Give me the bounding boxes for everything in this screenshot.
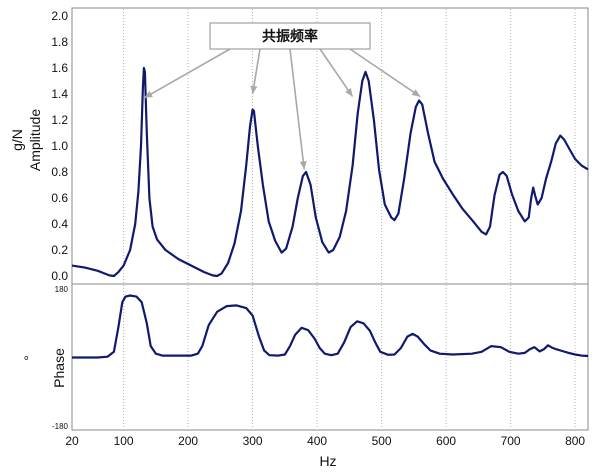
- amplitude-unit-label: g/N: [9, 129, 25, 151]
- amplitude-y-tick-label: 1.2: [51, 113, 68, 127]
- phase-axis-title: Phase: [51, 348, 67, 388]
- x-tick-label: 20: [65, 434, 79, 448]
- amplitude-plot-frame: [71, 7, 589, 285]
- amplitude-y-tick-label: 1.6: [51, 61, 68, 75]
- callout-arrow-line: [289, 48, 305, 170]
- phase-y-tick-label: 180: [55, 285, 69, 294]
- callout-arrowhead: [250, 85, 258, 94]
- phase-y-ticks: 180 -180: [52, 285, 69, 431]
- amplitude-y-tick-label: 1.8: [51, 35, 68, 49]
- amplitude-y-tick-label: 0.4: [51, 217, 68, 231]
- amplitude-y-tick-label: 0.6: [51, 191, 68, 205]
- x-tick-label: 800: [565, 434, 585, 448]
- amplitude-y-tick-label: 0.2: [51, 243, 68, 257]
- resonance-callout: 共振频率: [143, 22, 421, 170]
- amplitude-y-tick-label: 1.0: [51, 139, 68, 153]
- x-tick-label: 700: [501, 434, 521, 448]
- x-tick-label: 100: [114, 434, 134, 448]
- amplitude-y-tick-label: 2.0: [51, 9, 68, 23]
- amplitude-series: [71, 66, 589, 278]
- amplitude-gridlines: [123, 9, 576, 283]
- amplitude-chart: 0.0 0.2 0.4 0.6 0.8 1.0 1.2 1.4 1.6 1.8 2.0 g/N Am…: [9, 7, 589, 285]
- amplitude-axis-title: Amplitude: [27, 109, 43, 171]
- phase-y-tick-label: -180: [52, 422, 69, 431]
- callout-arrow-line: [319, 48, 354, 98]
- amplitude-y-tick-label: 0.8: [51, 165, 68, 179]
- x-tick-label: 500: [372, 434, 392, 448]
- callout-arrowhead: [144, 90, 153, 98]
- phase-plot-frame: [71, 283, 589, 431]
- callout-arrows: [143, 48, 421, 170]
- callout-arrowhead: [411, 89, 421, 97]
- phase-chart: 180 -180 ° Phase: [21, 283, 589, 431]
- x-axis-title: Hz: [319, 453, 336, 469]
- callout-arrow-line: [349, 48, 421, 98]
- callout-arrow-line: [143, 48, 231, 99]
- callout-arrowhead: [345, 88, 353, 97]
- amplitude-y-ticks: 0.0 0.2 0.4 0.6 0.8 1.0 1.2 1.4 1.6 1.8 2.0: [51, 9, 68, 283]
- callout-box: [209, 22, 371, 50]
- callout-arrowhead: [299, 161, 307, 170]
- phase-curve: [72, 294, 589, 359]
- amplitude-y-tick-label: 1.4: [51, 87, 68, 101]
- phase-unit-label: °: [21, 355, 37, 361]
- phase-gridlines: [123, 285, 576, 429]
- x-tick-label: 300: [243, 434, 263, 448]
- x-tick-label: 200: [178, 434, 198, 448]
- amplitude-curve: [71, 66, 589, 278]
- amplitude-y-tick-label: 0.0: [51, 269, 68, 283]
- callout-label: 共振频率: [262, 28, 318, 44]
- phase-series: [72, 294, 589, 359]
- x-axis-ticks: 20 100 200 300 400 500 600 700 800: [65, 434, 585, 448]
- x-tick-label: 600: [436, 434, 456, 448]
- x-tick-label: 400: [307, 434, 327, 448]
